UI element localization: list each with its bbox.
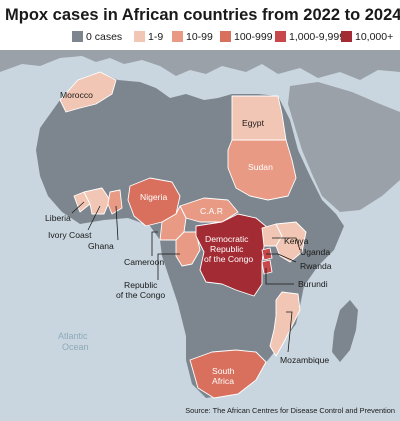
legend-swatch-0 <box>72 31 83 42</box>
country-south-africa <box>189 349 267 399</box>
country-cameroon <box>159 205 187 241</box>
label-south-africa-line1: South <box>212 366 235 376</box>
label-ghana: Ghana <box>88 241 114 251</box>
country-kenya <box>275 221 307 263</box>
label-cameroon: Cameroon <box>124 257 164 267</box>
legend-label-2: 10-99 <box>186 31 213 43</box>
legend-label-3: 100-999 <box>234 31 273 43</box>
legend-label-1: 1-9 <box>148 31 163 43</box>
label-nigeria: Nigeria <box>140 192 167 202</box>
arabian-landmass <box>288 82 400 212</box>
country-car <box>179 197 239 223</box>
country-burundi <box>261 259 273 275</box>
source-note: Source: The African Centres for Disease … <box>185 406 395 415</box>
label-drc-line3: of the Congo <box>204 254 253 264</box>
leader-lines <box>71 201 301 353</box>
ocean-label-line1: Atlantic <box>58 331 88 341</box>
ocean-label-line2: Ocean <box>62 342 89 352</box>
country-egypt <box>231 95 287 141</box>
label-south-africa-line2: Africa <box>212 376 234 386</box>
label-car: C.A.R <box>200 206 223 216</box>
legend: 0 cases 1-9 10-99 100-999 1,000-9,999 10… <box>72 31 393 43</box>
label-rwanda: Rwanda <box>300 261 332 271</box>
page-title: Mpox cases in African countries from 202… <box>5 6 400 24</box>
legend-swatch-4 <box>275 31 286 42</box>
label-kenya: Kenya <box>284 236 309 246</box>
country-ghana <box>107 189 123 215</box>
legend-swatch-1 <box>134 31 145 42</box>
legend-label-4: 1,000-9,999 <box>289 31 345 43</box>
label-morocco: Morocco <box>60 90 93 100</box>
legend-label-0: 0 cases <box>86 31 122 43</box>
header-background <box>0 0 400 50</box>
label-ivory-coast: Ivory Coast <box>48 230 92 240</box>
legend-swatch-2 <box>172 31 183 42</box>
label-drc-line2: Republic <box>210 244 244 254</box>
label-drc-line1: Democratic <box>205 234 249 244</box>
legend-swatch-5 <box>341 31 352 42</box>
label-burundi: Burundi <box>298 279 328 289</box>
label-liberia: Liberia <box>45 213 71 223</box>
country-republic-of-the-congo <box>175 231 201 267</box>
country-sudan <box>227 139 297 201</box>
madagascar <box>332 300 358 362</box>
legend-swatch-3 <box>220 31 231 42</box>
label-uganda: Uganda <box>300 247 330 257</box>
label-mozambique: Mozambique <box>280 355 329 365</box>
europe-landmass <box>0 50 400 80</box>
label-egypt: Egypt <box>242 118 265 128</box>
legend-label-5: 10,000+ <box>355 31 393 43</box>
country-mozambique <box>269 291 301 357</box>
label-sudan: Sudan <box>248 162 273 172</box>
country-morocco <box>59 71 117 113</box>
label-congo-line2: of the Congo <box>116 290 165 300</box>
country-ivory-coast <box>83 187 111 215</box>
label-congo-line1: Republic <box>124 280 158 290</box>
country-drc <box>195 213 269 297</box>
